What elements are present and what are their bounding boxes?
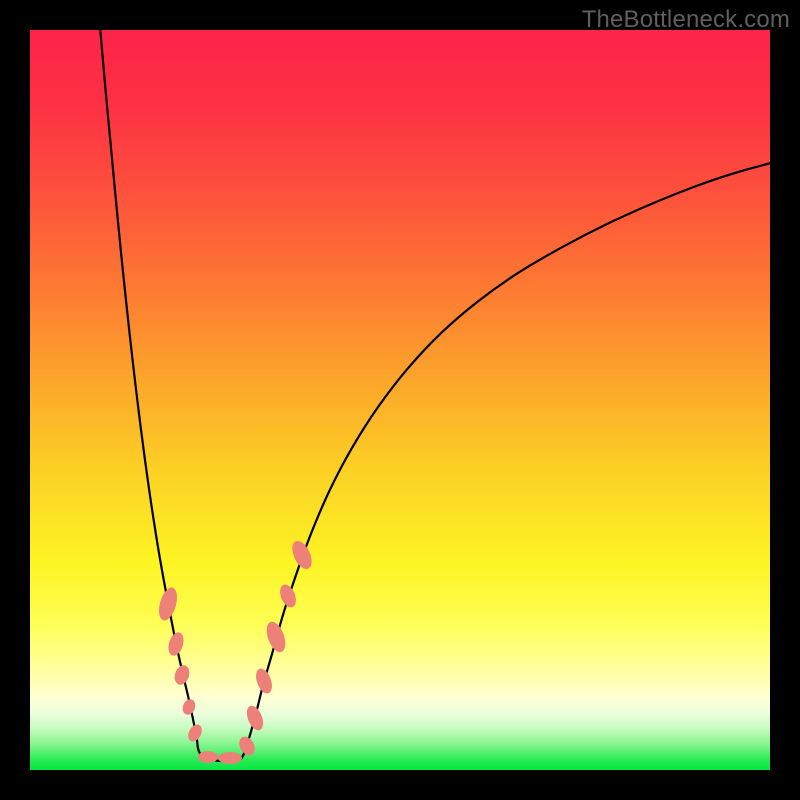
bottleneck-curve bbox=[100, 30, 770, 761]
curve-layer bbox=[30, 30, 770, 770]
plot-area bbox=[30, 30, 770, 770]
watermark-text: TheBottleneck.com bbox=[582, 6, 790, 34]
chart-frame bbox=[0, 0, 800, 800]
chart-stage: TheBottleneck.com bbox=[0, 0, 800, 800]
